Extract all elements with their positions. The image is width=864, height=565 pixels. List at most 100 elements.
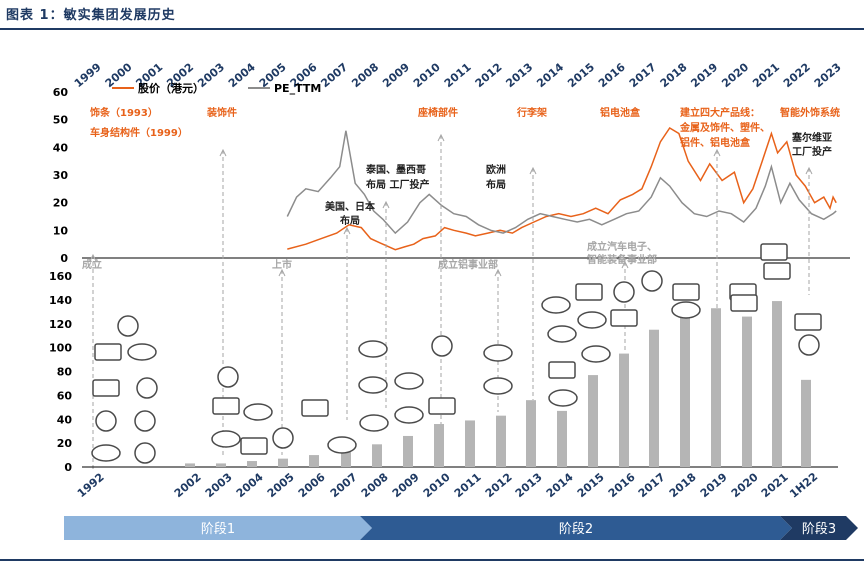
logo-saic xyxy=(394,406,424,424)
logo-infiniti xyxy=(577,311,607,329)
top-year-label: 2010 xyxy=(411,60,443,90)
top-year-label: 2017 xyxy=(627,60,659,90)
category-label: 2018 xyxy=(667,470,699,500)
lower-y-tick-label: 20 xyxy=(57,437,73,450)
connector-arrowhead xyxy=(343,226,351,235)
logo-gm xyxy=(94,343,122,361)
logo-eve xyxy=(760,243,788,261)
upper-y-tick-label: 60 xyxy=(53,86,69,99)
logo-honda xyxy=(92,379,120,397)
connector-arrowhead xyxy=(494,268,502,277)
category-label: 2015 xyxy=(575,470,607,500)
logo-maserati xyxy=(641,270,663,292)
category-label: 2006 xyxy=(296,470,328,500)
logo-cadillac xyxy=(575,283,603,301)
logo-geely xyxy=(134,410,156,432)
category-label: 2004 xyxy=(234,470,266,500)
bar-2017 xyxy=(649,329,659,467)
bar-1H22 xyxy=(801,379,811,467)
lower-y-tick-label: 120 xyxy=(49,318,72,331)
top-year-label: 2019 xyxy=(689,60,721,90)
top-year-label: 2012 xyxy=(473,60,505,90)
upper-y-tick-label: 0 xyxy=(60,252,68,265)
annotation-label: 铝件、铝电池盒 xyxy=(680,136,751,149)
top-year-label: 2004 xyxy=(226,60,258,90)
upper-y-tick-label: 50 xyxy=(53,114,69,127)
logo-mercedes xyxy=(217,366,239,388)
bar-2010 xyxy=(434,424,444,467)
logo-dongfeng xyxy=(134,442,156,464)
milestone-label: 成立铝事业部 xyxy=(438,258,498,271)
bar-2003 xyxy=(216,463,226,467)
logo-opel xyxy=(431,335,453,357)
category-label: 2012 xyxy=(483,470,515,500)
connector-arrowhead xyxy=(89,253,97,262)
phase-arrow-1 xyxy=(64,516,372,540)
category-label: 1992 xyxy=(75,470,107,500)
annotation-label: 金属及饰件、塑件、 xyxy=(679,121,770,134)
annotation-label: 铝电池盒 xyxy=(600,106,641,119)
annotation-label: 座椅部件 xyxy=(417,106,458,119)
milestone-label: 智能装备事业部 xyxy=(587,253,657,266)
category-label: 2007 xyxy=(328,470,360,500)
logo-kia xyxy=(358,376,388,394)
lower-y-tick-label: 80 xyxy=(57,366,73,379)
logo-changan xyxy=(95,410,117,432)
annotation-label: 欧洲 xyxy=(486,163,506,176)
annotation-label: 工厂投产 xyxy=(792,145,832,158)
top-year-label: 2000 xyxy=(103,60,135,90)
connector-arrowhead xyxy=(219,148,227,157)
annotation-label: 装饰件 xyxy=(206,106,237,119)
annotation-label: 布局 xyxy=(486,178,506,191)
logo-land-rover xyxy=(547,325,577,343)
bar-2005 xyxy=(278,458,288,467)
top-year-label: 2018 xyxy=(658,60,690,90)
logo-audi xyxy=(483,344,513,362)
logo-bentley xyxy=(581,345,611,363)
connector-arrowhead xyxy=(529,166,537,175)
logo-vw xyxy=(117,315,139,337)
bar-2004 xyxy=(247,461,257,467)
bar-2015 xyxy=(588,375,598,467)
annotation-label: 布局 xyxy=(340,214,360,227)
logo-nio xyxy=(613,281,635,303)
phase-label-1: 阶段1 xyxy=(201,522,235,537)
top-rule xyxy=(0,28,864,30)
top-year-label: 2014 xyxy=(534,60,566,90)
logo-tesla xyxy=(730,294,758,312)
logo-mazda xyxy=(211,430,241,448)
logo-volvo xyxy=(358,340,388,358)
phase-arrow-2 xyxy=(360,516,792,540)
logo-lynk-co xyxy=(672,283,700,301)
annotation-label: 行李架 xyxy=(516,106,547,119)
series-line-0 xyxy=(287,126,837,251)
upper-y-tick-label: 30 xyxy=(53,169,69,182)
legend-label-0: 股价（港元） xyxy=(138,81,204,95)
bar-2020 xyxy=(742,316,752,467)
top-year-label: 2011 xyxy=(442,60,474,90)
category-label: 2011 xyxy=(452,470,484,500)
upper-y-tick-label: 40 xyxy=(53,141,69,154)
lower-y-tick-label: 0 xyxy=(64,461,72,474)
logo-bmw xyxy=(272,427,294,449)
category-label: 2019 xyxy=(698,470,730,500)
logo-hyundai xyxy=(91,444,121,462)
bar-2021 xyxy=(772,301,782,467)
category-label: 2013 xyxy=(513,470,545,500)
logo-mitsubishi xyxy=(240,437,268,455)
top-year-label: 2022 xyxy=(781,60,813,90)
phase-label-3: 阶段3 xyxy=(802,522,836,537)
bar-2007 xyxy=(341,451,351,467)
connector-arrowhead xyxy=(713,148,721,157)
category-label: 2021 xyxy=(759,470,791,500)
logo-porsche xyxy=(610,309,638,327)
logo-great-wall xyxy=(483,377,513,395)
category-label: 2020 xyxy=(729,470,761,500)
bar-2018 xyxy=(680,316,690,467)
top-year-label: 2021 xyxy=(750,60,782,90)
lower-y-tick-label: 160 xyxy=(49,270,72,283)
annotation-label: 布局 工厂投产 xyxy=(366,178,429,191)
logo-lexus xyxy=(671,301,701,319)
top-year-label: 1999 xyxy=(72,60,104,90)
phase-label-2: 阶段2 xyxy=(559,522,593,537)
